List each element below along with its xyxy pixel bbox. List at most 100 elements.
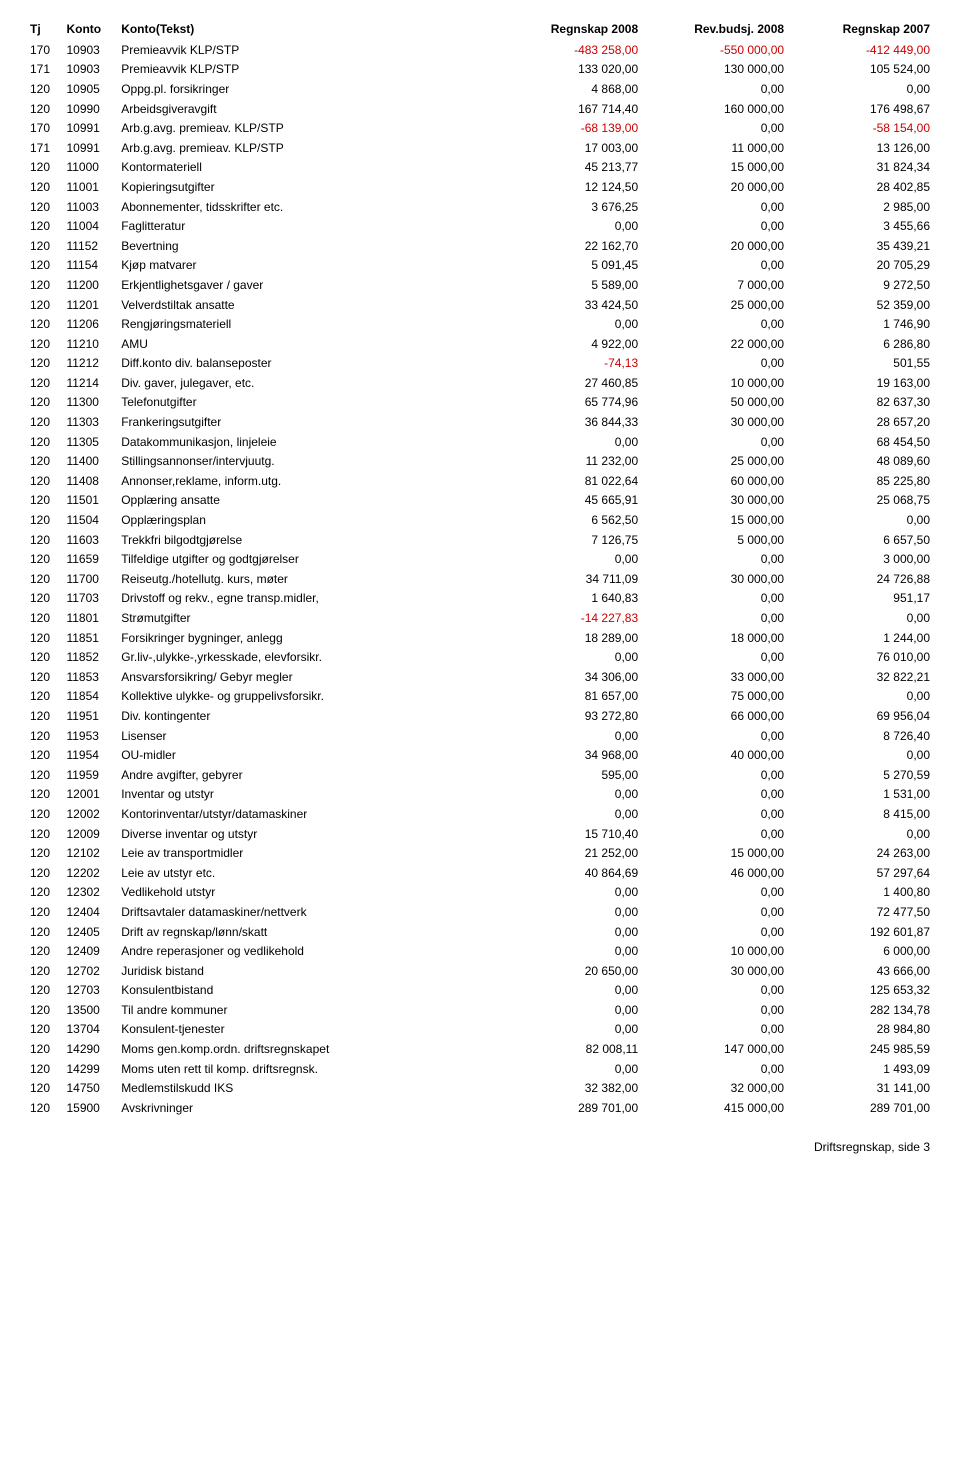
cell-r08: 0,00: [498, 785, 644, 805]
cell-tekst: Opplæring ansatte: [115, 491, 498, 511]
cell-rb: 0,00: [644, 549, 790, 569]
table-row: 12011210AMU4 922,0022 000,006 286,80: [24, 334, 936, 354]
cell-tj: 120: [24, 354, 60, 374]
cell-r08: 0,00: [498, 1020, 644, 1040]
cell-konto: 12404: [60, 902, 115, 922]
cell-konto: 10991: [60, 138, 115, 158]
cell-tj: 120: [24, 177, 60, 197]
cell-konto: 11954: [60, 745, 115, 765]
cell-r07: 82 637,30: [790, 393, 936, 413]
cell-konto: 13500: [60, 1000, 115, 1020]
cell-rb: 0,00: [644, 79, 790, 99]
cell-rb: 5 000,00: [644, 530, 790, 550]
cell-tj: 120: [24, 726, 60, 746]
cell-r08: 133 020,00: [498, 60, 644, 80]
cell-rb: 60 000,00: [644, 471, 790, 491]
cell-tekst: Trekkfri bilgodtgjørelse: [115, 530, 498, 550]
cell-tekst: Strømutgifter: [115, 608, 498, 628]
cell-tekst: Arb.g.avg. premieav. KLP/STP: [115, 138, 498, 158]
table-row: 12011959Andre avgifter, gebyrer595,000,0…: [24, 765, 936, 785]
cell-r07: 31 141,00: [790, 1078, 936, 1098]
cell-r08: 0,00: [498, 981, 644, 1001]
cell-tekst: Arb.g.avg. premieav. KLP/STP: [115, 118, 498, 138]
cell-rb: 0,00: [644, 1059, 790, 1079]
cell-konto: 11003: [60, 197, 115, 217]
cell-tj: 120: [24, 491, 60, 511]
cell-r07: 1 531,00: [790, 785, 936, 805]
cell-rb: 160 000,00: [644, 99, 790, 119]
cell-rb: 10 000,00: [644, 373, 790, 393]
cell-r08: 27 460,85: [498, 373, 644, 393]
cell-r08: -483 258,00: [498, 40, 644, 60]
cell-tekst: Drivstoff og rekv., egne transp.midler,: [115, 589, 498, 609]
cell-tekst: Konsulent-tjenester: [115, 1020, 498, 1040]
table-row: 12011501Opplæring ansatte45 665,9130 000…: [24, 491, 936, 511]
cell-rb: 0,00: [644, 785, 790, 805]
cell-konto: 12202: [60, 863, 115, 883]
cell-tekst: Leie av transportmidler: [115, 843, 498, 863]
table-row: 12011408Annonser,reklame, inform.utg.81 …: [24, 471, 936, 491]
table-row: 12011001Kopieringsutgifter12 124,5020 00…: [24, 177, 936, 197]
cell-tekst: Driftsavtaler datamaskiner/nettverk: [115, 902, 498, 922]
cell-tekst: Rengjøringsmateriell: [115, 314, 498, 334]
cell-konto: 14750: [60, 1078, 115, 1098]
cell-tekst: Andre avgifter, gebyrer: [115, 765, 498, 785]
cell-r07: -412 449,00: [790, 40, 936, 60]
cell-rb: 46 000,00: [644, 863, 790, 883]
cell-konto: 11154: [60, 256, 115, 276]
cell-tj: 120: [24, 1059, 60, 1079]
cell-tj: 120: [24, 412, 60, 432]
cell-konto: 11214: [60, 373, 115, 393]
table-row: 12011852Gr.liv-,ulykke-,yrkesskade, elev…: [24, 647, 936, 667]
cell-r07: 28 984,80: [790, 1020, 936, 1040]
cell-tj: 170: [24, 40, 60, 60]
cell-tj: 120: [24, 687, 60, 707]
cell-konto: 11953: [60, 726, 115, 746]
cell-rb: 32 000,00: [644, 1078, 790, 1098]
cell-konto: 12002: [60, 804, 115, 824]
cell-tekst: Forsikringer bygninger, anlegg: [115, 628, 498, 648]
cell-r08: 0,00: [498, 647, 644, 667]
cell-r07: 1 746,90: [790, 314, 936, 334]
cell-tekst: Premieavvik KLP/STP: [115, 60, 498, 80]
cell-r07: 8 415,00: [790, 804, 936, 824]
accounting-table: Tj Konto Konto(Tekst) Regnskap 2008 Rev.…: [24, 18, 936, 1118]
cell-tj: 120: [24, 197, 60, 217]
cell-r07: 72 477,50: [790, 902, 936, 922]
cell-tj: 120: [24, 393, 60, 413]
cell-tekst: Arbeidsgiveravgift: [115, 99, 498, 119]
cell-tekst: Diff.konto div. balanseposter: [115, 354, 498, 374]
cell-konto: 11305: [60, 432, 115, 452]
cell-tekst: Stillingsannonser/intervjuutg.: [115, 451, 498, 471]
table-row: 12012102Leie av transportmidler21 252,00…: [24, 843, 936, 863]
table-row: 12011951Div. kontingenter93 272,8066 000…: [24, 706, 936, 726]
table-header-row: Tj Konto Konto(Tekst) Regnskap 2008 Rev.…: [24, 18, 936, 40]
cell-konto: 12405: [60, 922, 115, 942]
cell-rb: 30 000,00: [644, 961, 790, 981]
cell-rb: 0,00: [644, 1000, 790, 1020]
cell-r08: 65 774,96: [498, 393, 644, 413]
cell-r07: 125 653,32: [790, 981, 936, 1001]
cell-tj: 120: [24, 883, 60, 903]
cell-r08: 595,00: [498, 765, 644, 785]
cell-r07: 24 263,00: [790, 843, 936, 863]
cell-konto: 11504: [60, 510, 115, 530]
cell-konto: 11212: [60, 354, 115, 374]
cell-rb: 30 000,00: [644, 491, 790, 511]
table-row: 12011954OU-midler34 968,0040 000,000,00: [24, 745, 936, 765]
cell-tj: 120: [24, 432, 60, 452]
table-row: 17110903Premieavvik KLP/STP133 020,00130…: [24, 60, 936, 80]
cell-r07: 57 297,64: [790, 863, 936, 883]
cell-tj: 120: [24, 1000, 60, 1020]
cell-r08: 45 665,91: [498, 491, 644, 511]
cell-r07: 0,00: [790, 608, 936, 628]
cell-r07: 69 956,04: [790, 706, 936, 726]
cell-r08: 3 676,25: [498, 197, 644, 217]
cell-r08: 18 289,00: [498, 628, 644, 648]
table-row: 12012009Diverse inventar og utstyr15 710…: [24, 824, 936, 844]
cell-tekst: Div. kontingenter: [115, 706, 498, 726]
cell-konto: 11703: [60, 589, 115, 609]
cell-r07: 6 657,50: [790, 530, 936, 550]
cell-tekst: Div. gaver, julegaver, etc.: [115, 373, 498, 393]
cell-r07: 0,00: [790, 824, 936, 844]
